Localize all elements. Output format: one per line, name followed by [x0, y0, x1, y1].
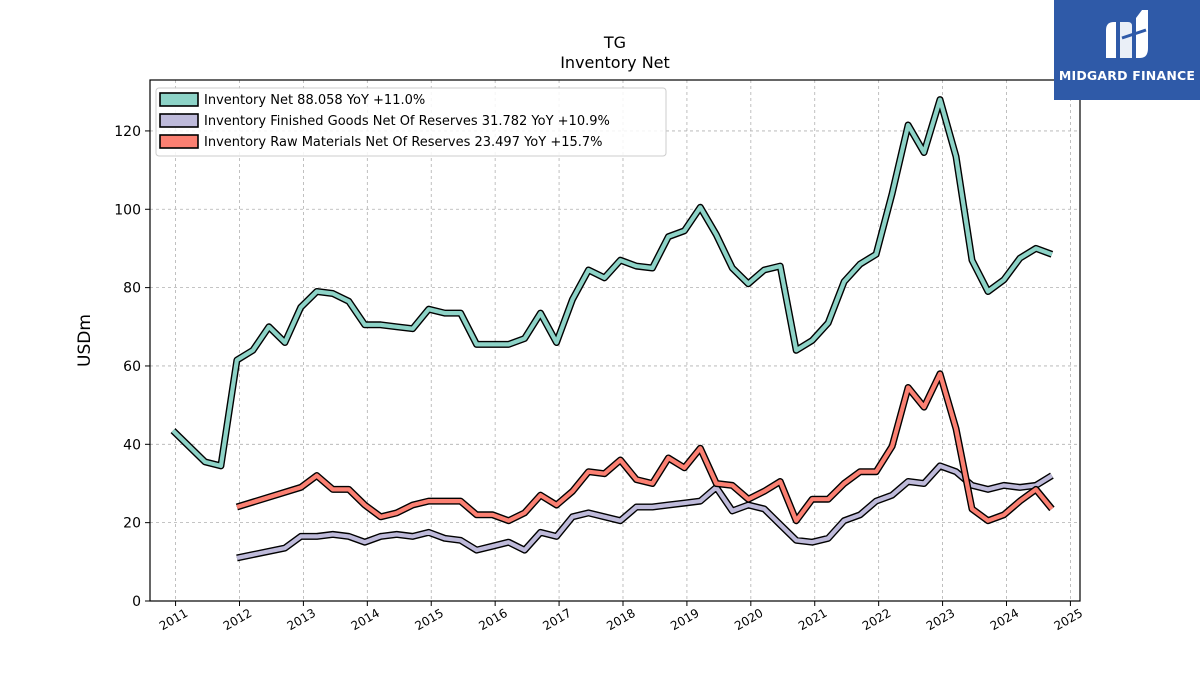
legend-entry-2: Inventory Raw Materials Net Of Reserves … [204, 135, 603, 150]
y-tick-label: 40 [123, 437, 141, 453]
plot-frame [149, 79, 1081, 602]
y-tick-label: 100 [114, 202, 141, 218]
x-tick-label: 2018 [604, 606, 637, 633]
chart-title: TG [603, 33, 627, 52]
x-tick-label: 2011 [157, 606, 190, 633]
series-line-1 [236, 463, 1053, 560]
legend-entry-1: Inventory Finished Goods Net Of Reserves… [204, 114, 610, 129]
y-tick-label: 120 [114, 124, 141, 140]
x-axis: 2011 2012 2013 2014 2015 2016 2017 2018 2019 2020… [157, 601, 1085, 633]
x-tick-label: 2021 [796, 606, 829, 633]
x-tick-label: 2013 [285, 606, 318, 633]
legend-swatch-2 [159, 134, 199, 149]
legend-swatch-0 [159, 92, 199, 107]
x-tick-label: 2016 [476, 606, 509, 633]
y-tick-label: 60 [123, 359, 141, 375]
y-axis: 0 20 40 60 80 100 120 [114, 124, 150, 610]
chart-subtitle: Inventory Net [560, 53, 670, 72]
series-line-2 [236, 371, 1054, 523]
y-tick-label: 80 [123, 281, 141, 297]
x-tick-label: 2025 [1052, 606, 1085, 633]
x-tick-label: 2017 [540, 606, 573, 633]
midgard-m-logo-icon [1106, 10, 1148, 58]
x-tick-label: 2022 [860, 606, 893, 633]
legend-box [155, 87, 667, 157]
y-tick-label: 20 [123, 516, 141, 532]
y-axis-label: USDm [75, 314, 95, 367]
legend-entry-0: Inventory Net 88.058 YoY +11.0% [204, 93, 425, 108]
series-line-0 [171, 97, 1053, 468]
legend: Inventory Net 88.058 YoY +11.0% Inventory… [155, 87, 667, 157]
x-tick-label: 2024 [988, 606, 1021, 633]
x-tick-label: 2015 [413, 606, 446, 633]
legend-swatch-1 [159, 113, 199, 128]
x-tick-label: 2020 [732, 606, 765, 633]
x-tick-label: 2023 [924, 606, 957, 633]
series-lines [170, 96, 1055, 562]
brand-logo-text: MIDGARD FINANCE [1058, 68, 1196, 83]
x-tick-label: 2012 [221, 606, 254, 633]
y-tick-label: 0 [132, 594, 141, 610]
brand-logo: MIDGARD FINANCE [1054, 0, 1200, 100]
x-tick-label: 2014 [349, 606, 382, 633]
x-tick-label: 2019 [668, 606, 701, 633]
